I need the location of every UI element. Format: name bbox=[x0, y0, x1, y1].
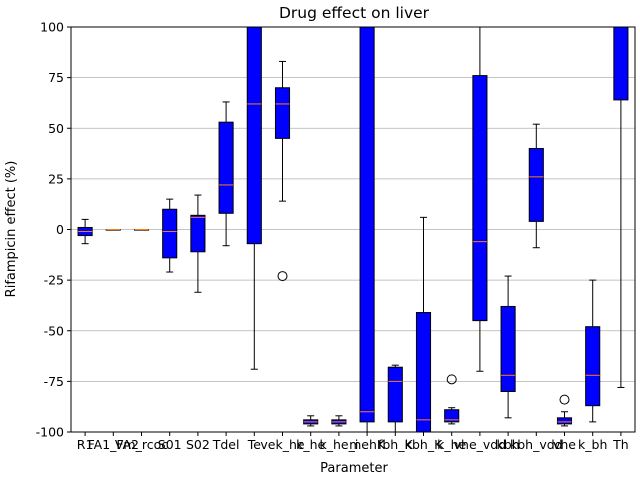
x-tick-label: Te bbox=[247, 437, 262, 452]
box-17 bbox=[528, 123, 544, 249]
box-8 bbox=[274, 60, 291, 282]
x-tick-label: vek_he bbox=[260, 437, 304, 452]
x-tick-label: S01 bbox=[158, 437, 182, 452]
x-tick-label: mehK bbox=[349, 437, 386, 452]
x-tick-label: k_bh bbox=[578, 437, 607, 452]
box-14 bbox=[444, 374, 460, 425]
outlier-point bbox=[277, 271, 288, 282]
box-body bbox=[472, 75, 488, 322]
x-tick-label: k_he_i bbox=[319, 437, 358, 452]
box-11 bbox=[359, 26, 375, 433]
y-tick-label: -100 bbox=[36, 425, 64, 440]
box-body bbox=[387, 366, 403, 423]
box-18 bbox=[556, 394, 573, 427]
x-tick-label: Vm_rcoc bbox=[115, 437, 168, 452]
box-5 bbox=[190, 194, 206, 293]
chart-title: Drug effect on liver bbox=[279, 4, 430, 22]
y-axis-label: Rifampicin effect (%) bbox=[4, 161, 19, 298]
box-3 bbox=[133, 229, 150, 231]
box-9 bbox=[303, 415, 319, 427]
outlier-point bbox=[559, 394, 570, 405]
box-body bbox=[613, 26, 629, 101]
boxes bbox=[77, 26, 629, 433]
y-tick-label: 0 bbox=[56, 222, 64, 237]
box-19 bbox=[585, 279, 601, 423]
x-tick-label: vhe bbox=[553, 437, 576, 452]
y-tick-label: 25 bbox=[48, 171, 64, 186]
x-tick-label: S02 bbox=[186, 437, 210, 452]
y-tick-label: 100 bbox=[40, 20, 64, 35]
y-tick-label: -25 bbox=[44, 273, 64, 288]
box-2 bbox=[105, 229, 121, 231]
x-tick-label: FA1_FA2 bbox=[88, 437, 139, 452]
box-7 bbox=[246, 26, 262, 370]
x-tick-label: k_he bbox=[437, 437, 466, 452]
x-tick-label: kbh bbox=[497, 437, 520, 452]
x-tick-label: vhe_vdd bbox=[454, 437, 507, 452]
box-20 bbox=[613, 26, 629, 388]
box-15 bbox=[472, 26, 488, 372]
box-body bbox=[359, 26, 375, 423]
box-6 bbox=[218, 101, 234, 247]
box-body bbox=[500, 305, 516, 393]
box-body bbox=[556, 417, 573, 425]
x-tick-label: fbh_K bbox=[378, 437, 414, 452]
x-tick-label: kbh_K bbox=[405, 437, 443, 452]
y-tick-label: -75 bbox=[44, 374, 64, 389]
x-tick-label: kbh_vdd bbox=[510, 437, 563, 452]
x-tick-label: Th bbox=[612, 437, 629, 452]
box-body bbox=[162, 208, 178, 259]
box-13 bbox=[415, 216, 432, 433]
y-tick-label: 75 bbox=[48, 70, 64, 85]
y-tick-label: 50 bbox=[48, 121, 64, 136]
x-tick-label: R1 bbox=[77, 437, 94, 452]
box-body bbox=[274, 87, 291, 139]
x-tick-label: Tdel bbox=[212, 437, 240, 452]
y-tick-label: -50 bbox=[44, 323, 64, 338]
box-1 bbox=[77, 218, 93, 245]
box-16 bbox=[500, 275, 516, 419]
x-tick-label: k_he bbox=[296, 437, 325, 452]
x-axis-label: Parameter bbox=[320, 461, 388, 476]
y-axis-ticks: -100 -75 -50 -25 0 25 50 75 100 bbox=[36, 20, 71, 440]
grid-lines bbox=[71, 26, 635, 433]
box-body bbox=[218, 121, 234, 214]
box-body bbox=[444, 409, 460, 423]
box-body bbox=[190, 214, 206, 253]
box-body bbox=[528, 148, 544, 222]
outlier-point bbox=[446, 374, 457, 385]
box-4 bbox=[162, 198, 178, 273]
box-body bbox=[415, 312, 432, 433]
box-12 bbox=[387, 364, 403, 433]
box-body bbox=[246, 26, 262, 245]
box-body bbox=[585, 326, 601, 407]
box-10 bbox=[331, 415, 347, 427]
